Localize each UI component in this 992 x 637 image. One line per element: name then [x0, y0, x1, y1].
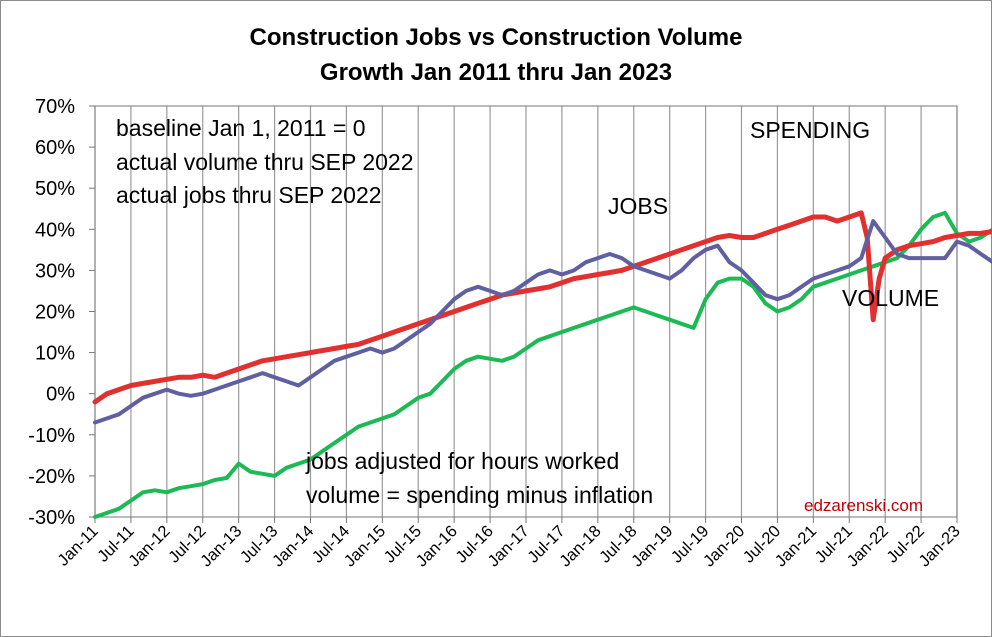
y-tick-label: -30% [28, 507, 75, 529]
y-tick-label: -10% [28, 425, 75, 447]
volume-note: actual volume thru SEP 2022 [116, 149, 413, 175]
baseline-note: baseline Jan 1, 2011 = 0 [116, 115, 366, 141]
volume-label: VOLUME [842, 285, 939, 311]
chart-title: Construction Jobs vs Construction Volume [250, 24, 743, 51]
series-line-jobs [92, 210, 992, 405]
x-tick-label: Jan-22 [844, 522, 892, 570]
jobs-note: actual jobs thru SEP 2022 [116, 182, 382, 208]
series-line-volume [93, 219, 992, 425]
y-tick-label: 0% [46, 384, 75, 406]
x-tick-label: Jan-21 [772, 522, 820, 570]
x-axis: Jan-11Jul-11Jan-12Jul-12Jan-13Jul-13Jan-… [54, 517, 964, 571]
y-tick-label: 30% [35, 260, 75, 282]
volume-definition-footnote: volume = spending minus inflation [306, 482, 653, 508]
x-tick-label: Jan-11 [54, 522, 102, 570]
y-tick-label: 70% [35, 96, 75, 118]
x-tick-label: Jan-15 [341, 522, 389, 570]
series-lines [92, 210, 992, 519]
jobs-adjusted-footnote: jobs adjusted for hours worked [305, 448, 619, 474]
chart-subtitle: Growth Jan 2011 thru Jan 2023 [320, 59, 672, 86]
spending-label: SPENDING [750, 117, 870, 143]
y-tick-label: 50% [35, 178, 75, 200]
y-axis: 70% 60% 50% 40% 30% 20% 10% 0% -10% -20% -30% [28, 96, 95, 529]
y-tick-label: -20% [28, 466, 75, 488]
x-tick-label: Jan-18 [556, 522, 604, 570]
x-tick-label: Jan-12 [125, 522, 173, 570]
jobs-label: JOBS [608, 193, 668, 219]
x-tick-label: Jan-14 [269, 522, 317, 570]
y-tick-label: 40% [35, 219, 75, 241]
series-line-spending [93, 210, 992, 519]
y-tick-label: 20% [35, 302, 75, 324]
source-credit: edzarenski.com [804, 496, 923, 515]
x-tick-label: Jan-20 [700, 522, 748, 570]
y-tick-label: 10% [35, 343, 75, 365]
x-tick-label: Jan-23 [915, 522, 963, 570]
x-tick-label: Jan-16 [413, 522, 461, 570]
y-tick-label: 60% [35, 137, 75, 159]
x-tick-label: Jan-19 [628, 522, 676, 570]
x-tick-label: Jan-13 [197, 522, 245, 570]
x-tick-label: Jan-17 [484, 522, 532, 570]
